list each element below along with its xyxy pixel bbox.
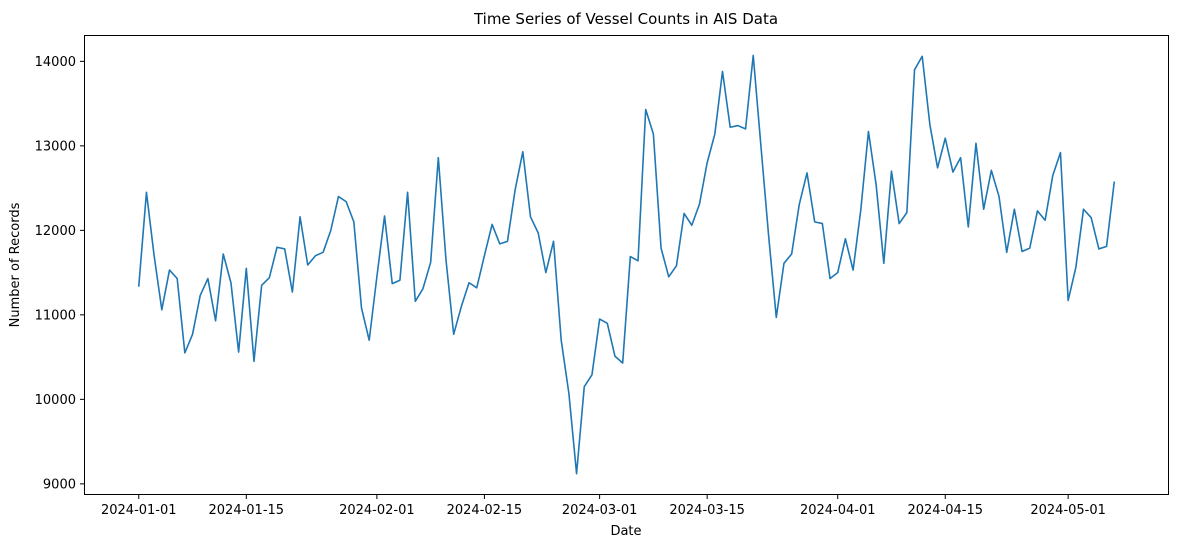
x-tick-label: 2024-03-01 (562, 503, 638, 518)
x-tick-label: 2024-01-15 (209, 503, 285, 518)
chart-title: Time Series of Vessel Counts in AIS Data (473, 10, 778, 28)
x-tick-label: 2024-04-15 (907, 503, 983, 518)
plot-frame (84, 35, 1169, 495)
y-tick-label: 14000 (35, 55, 76, 70)
y-tick-label: 11000 (35, 308, 76, 323)
x-tick-label: 2024-03-15 (669, 503, 745, 518)
y-tick-label: 9000 (43, 477, 76, 492)
y-axis: 9000 10000 11000 12000 13000 14000 (35, 55, 85, 492)
y-tick-label: 10000 (35, 393, 76, 408)
y-tick-label: 13000 (35, 139, 76, 154)
x-tick-label: 2024-05-01 (1030, 503, 1106, 518)
plot-area (137, 54, 1116, 475)
x-tick-label: 2024-02-01 (339, 503, 415, 518)
x-tick-label: 2024-04-01 (800, 503, 876, 518)
x-tick-label: 2024-01-01 (101, 503, 177, 518)
x-tick-label: 2024-02-15 (447, 503, 523, 518)
y-tick-label: 12000 (35, 224, 76, 239)
x-axis: 2024-01-01 2024-01-15 2024-02-01 2024-02-15… (101, 494, 1106, 518)
y-axis-label: Number of Records (8, 202, 23, 327)
series-line (137, 54, 1116, 475)
x-axis-label: Date (610, 524, 641, 539)
